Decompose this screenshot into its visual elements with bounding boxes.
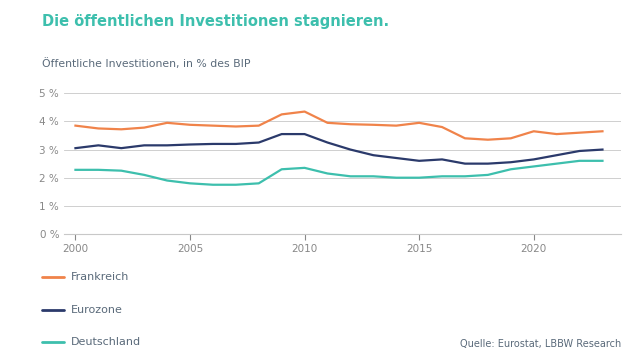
Text: Frankreich: Frankreich xyxy=(70,272,129,282)
Eurozone xyxy=(461,162,469,166)
Deutschland xyxy=(95,168,102,172)
Deutschland xyxy=(461,174,469,179)
Eurozone xyxy=(95,143,102,148)
Line: Eurozone: Eurozone xyxy=(76,134,602,164)
Frankreich xyxy=(209,123,217,128)
Eurozone xyxy=(301,132,308,136)
Deutschland xyxy=(415,176,423,180)
Frankreich xyxy=(347,122,355,126)
Frankreich xyxy=(553,132,561,136)
Eurozone xyxy=(438,157,446,162)
Deutschland xyxy=(369,174,377,179)
Frankreich xyxy=(255,123,262,128)
Eurozone xyxy=(186,142,194,147)
Text: Deutschland: Deutschland xyxy=(70,337,141,347)
Frankreich xyxy=(278,112,285,117)
Frankreich xyxy=(415,121,423,125)
Eurozone xyxy=(530,157,538,162)
Eurozone xyxy=(118,146,125,150)
Text: Die öffentlichen Investitionen stagnieren.: Die öffentlichen Investitionen stagniere… xyxy=(42,14,388,30)
Deutschland xyxy=(347,174,355,179)
Eurozone xyxy=(347,147,355,152)
Eurozone xyxy=(553,153,561,157)
Text: Quelle: Eurostat, LBBW Research: Quelle: Eurostat, LBBW Research xyxy=(460,339,621,349)
Deutschland xyxy=(484,173,492,177)
Eurozone xyxy=(484,162,492,166)
Eurozone xyxy=(576,149,584,153)
Eurozone xyxy=(278,132,285,136)
Frankreich xyxy=(163,121,171,125)
Deutschland xyxy=(530,164,538,168)
Deutschland xyxy=(209,183,217,187)
Frankreich xyxy=(507,136,515,140)
Line: Deutschland: Deutschland xyxy=(76,161,602,185)
Eurozone xyxy=(598,147,606,152)
Eurozone xyxy=(163,143,171,148)
Eurozone xyxy=(255,140,262,145)
Deutschland xyxy=(140,173,148,177)
Deutschland xyxy=(507,167,515,171)
Deutschland xyxy=(553,162,561,166)
Deutschland xyxy=(255,181,262,185)
Eurozone xyxy=(72,146,79,150)
Frankreich xyxy=(95,126,102,131)
Eurozone xyxy=(369,153,377,157)
Frankreich xyxy=(530,129,538,134)
Deutschland xyxy=(232,183,240,187)
Text: Eurozone: Eurozone xyxy=(70,305,122,315)
Eurozone xyxy=(209,142,217,146)
Eurozone xyxy=(232,142,240,146)
Frankreich xyxy=(484,138,492,142)
Frankreich xyxy=(392,123,400,128)
Deutschland xyxy=(301,166,308,170)
Deutschland xyxy=(278,167,285,171)
Deutschland xyxy=(118,168,125,173)
Eurozone xyxy=(507,160,515,165)
Frankreich xyxy=(72,123,79,128)
Deutschland xyxy=(576,159,584,163)
Frankreich xyxy=(232,124,240,129)
Deutschland xyxy=(392,176,400,180)
Frankreich xyxy=(324,121,332,125)
Eurozone xyxy=(140,143,148,148)
Frankreich xyxy=(576,131,584,135)
Deutschland xyxy=(186,181,194,185)
Frankreich xyxy=(438,125,446,129)
Frankreich xyxy=(598,129,606,134)
Text: Öffentliche Investitionen, in % des BIP: Öffentliche Investitionen, in % des BIP xyxy=(42,58,250,68)
Eurozone xyxy=(415,159,423,163)
Frankreich xyxy=(140,125,148,130)
Deutschland xyxy=(163,178,171,183)
Eurozone xyxy=(392,156,400,160)
Frankreich xyxy=(461,136,469,140)
Deutschland xyxy=(324,171,332,176)
Frankreich xyxy=(369,123,377,127)
Deutschland xyxy=(598,159,606,163)
Deutschland xyxy=(438,174,446,179)
Frankreich xyxy=(118,127,125,131)
Frankreich xyxy=(186,123,194,127)
Deutschland xyxy=(72,168,79,172)
Eurozone xyxy=(324,140,332,145)
Line: Frankreich: Frankreich xyxy=(76,112,602,140)
Frankreich xyxy=(301,109,308,114)
